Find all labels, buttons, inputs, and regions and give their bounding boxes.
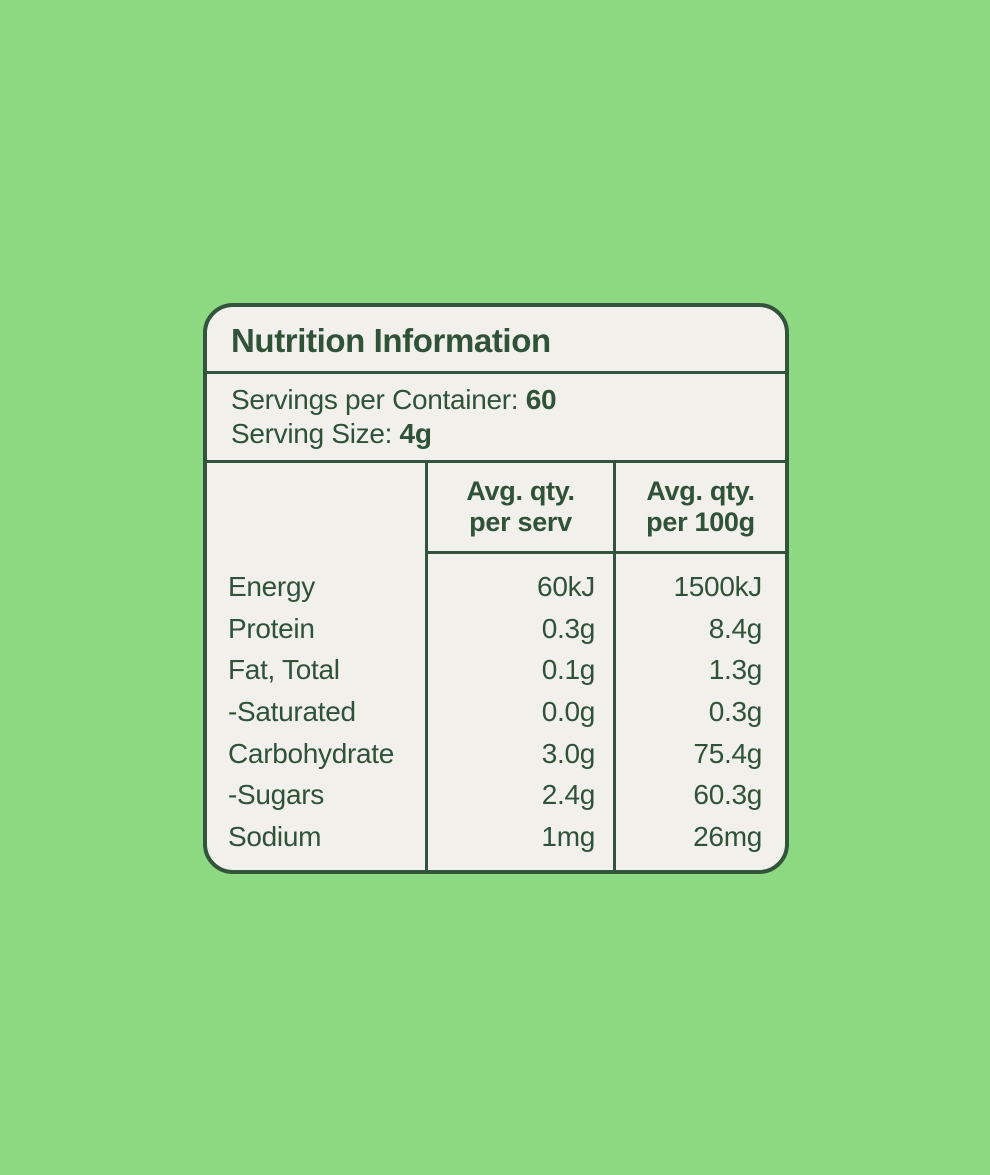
page-title: Nutrition Information: [231, 322, 551, 359]
title-section: Nutrition Information: [207, 307, 785, 374]
nutrition-table: Energy Protein Fat, Total -Saturated Car…: [207, 463, 785, 870]
row-label-fat-total: Fat, Total: [228, 654, 340, 686]
servings-per-container-line: Servings per Container: 60: [231, 383, 785, 417]
sodium-per-100g: 26mg: [693, 821, 762, 853]
saturated-per-serve: 0.0g: [541, 696, 596, 728]
fat-total-per-serve: 0.1g: [541, 654, 596, 686]
protein-per-100g: 8.4g: [708, 612, 763, 644]
nutrition-label-panel: Nutrition Information Servings per Conta…: [203, 303, 789, 874]
saturated-per-100g: 0.3g: [708, 696, 763, 728]
protein-per-serve: 0.3g: [541, 612, 596, 644]
per-serve-column-header: Avg. qty. per serv: [428, 463, 613, 554]
row-label-carbohydrate: Carbohydrate: [228, 737, 395, 769]
serving-info-section: Servings per Container: 60 Serving Size:…: [207, 374, 785, 463]
row-label-energy: Energy: [228, 571, 315, 602]
sodium-per-serve: 1mg: [541, 821, 595, 853]
per-100g-column: Avg. qty. per 100g 1500kJ 8.4g 1.3g 0.3g…: [613, 463, 785, 870]
label-rows: Energy Protein Fat, Total -Saturated Car…: [207, 554, 425, 858]
fat-total-per-100g: 1.3g: [708, 654, 763, 686]
row-label-sugars: -Sugars: [228, 779, 324, 811]
carbohydrate-per-serve: 3.0g: [541, 737, 596, 769]
per-serve-header-line1: Avg. qty.: [466, 476, 575, 506]
energy-per-serve: 60kJ: [537, 571, 595, 602]
serving-size-line: Serving Size: 4g: [231, 417, 785, 451]
row-label-sodium: Sodium: [228, 821, 322, 853]
serving-size-label: Serving Size:: [231, 418, 400, 449]
sugars-per-serve: 2.4g: [541, 779, 596, 811]
per-100g-column-header: Avg. qty. per 100g: [616, 463, 785, 554]
serving-size-value: 4g: [399, 418, 432, 449]
labels-header-spacer: [207, 463, 425, 554]
per-100g-header-line2: per 100g: [646, 507, 755, 537]
per-serve-rows: 60kJ 0.3g 0.1g 0.0g 3.0g 2.4g 1mg: [428, 554, 613, 858]
row-label-protein: Protein: [228, 612, 315, 644]
carbohydrate-per-100g: 75.4g: [693, 737, 762, 769]
energy-per-100g: 1500kJ: [673, 571, 763, 602]
per-serve-column: Avg. qty. per serv 60kJ 0.3g 0.1g 0.0g 3…: [425, 463, 613, 870]
servings-label: Servings per Container:: [231, 384, 526, 415]
per-serve-header-line2: per serv: [469, 507, 572, 537]
sugars-per-100g: 60.3g: [693, 779, 762, 811]
nutrient-labels-column: Energy Protein Fat, Total -Saturated Car…: [207, 463, 425, 870]
servings-value: 60: [525, 384, 557, 415]
per-100g-rows: 1500kJ 8.4g 1.3g 0.3g 75.4g 60.3g 26mg: [616, 554, 785, 858]
row-label-saturated: -Saturated: [228, 696, 356, 728]
per-100g-header-line1: Avg. qty.: [646, 476, 755, 506]
